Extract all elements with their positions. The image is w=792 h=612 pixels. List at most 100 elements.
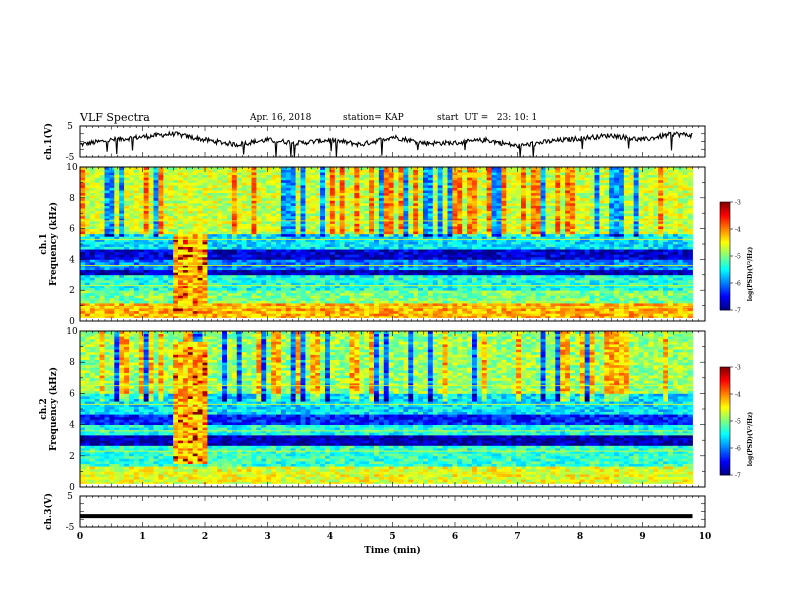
spectrogram-cell [163, 297, 169, 301]
spectrogram-cell [227, 182, 233, 186]
spectrogram-cell [138, 228, 145, 232]
spectrogram-cell [442, 295, 448, 299]
spectrogram-cell [266, 231, 272, 235]
spectrogram-cell [246, 308, 252, 312]
spectrogram-cell [349, 269, 355, 273]
spectrogram-cell [276, 200, 282, 204]
spectrogram-cell [403, 182, 409, 186]
spectrogram-cell [305, 218, 311, 222]
spectrogram-cell [423, 177, 429, 181]
spectrogram-cell [285, 228, 292, 232]
spectrogram-cell [447, 269, 453, 273]
spectrogram-cell [94, 179, 100, 183]
spectrogram-cell [374, 210, 380, 214]
spectrogram-cell [300, 226, 306, 229]
spectrogram-cell [295, 205, 301, 209]
spectrogram-cell [84, 218, 91, 222]
spectrogram-cell [359, 297, 365, 301]
spectrogram-cell [423, 241, 429, 245]
spectrogram-cell [231, 218, 238, 222]
spectrogram-cell [138, 254, 145, 258]
spectrogram-cell [266, 295, 272, 299]
spectrogram-cell [427, 228, 434, 232]
spectrogram-cell [447, 187, 453, 191]
spectrogram-cell [369, 303, 375, 306]
spectrogram-cell [94, 251, 100, 255]
spectrogram-cell [329, 192, 336, 196]
spectrogram-cell [192, 310, 198, 314]
spectrogram-cell [383, 259, 390, 263]
spectrogram-cell [222, 292, 228, 296]
spectrogram-cell [222, 249, 228, 253]
spectrogram-cell [261, 267, 267, 271]
spectrogram-cell [158, 223, 164, 227]
spectrogram-cell [173, 192, 179, 196]
spectrogram-cell [349, 231, 355, 235]
spectrogram-cell [374, 297, 380, 301]
spectrogram-cell [222, 254, 228, 258]
spectrogram-cell [432, 218, 439, 222]
spectrogram-cell [222, 228, 228, 232]
spectrogram-cell [148, 167, 154, 170]
spectrogram-cell [393, 313, 399, 317]
spectrogram-cell [222, 308, 228, 312]
spectrogram-cell [271, 238, 277, 242]
spectrogram-cell [423, 187, 429, 191]
spectrogram-cell [393, 274, 399, 278]
spectrogram-cell [320, 215, 326, 219]
spectrogram-cell [300, 292, 306, 296]
spectrogram-cell [266, 197, 272, 201]
spectrogram-cell [388, 205, 394, 209]
spectrogram-cell [119, 236, 125, 240]
spectrogram-cell [457, 218, 463, 222]
spectrogram-cell [393, 226, 399, 229]
spectrogram-cell [383, 215, 390, 219]
spectrogram-cell [266, 303, 272, 306]
spectrogram-cell [447, 200, 453, 204]
spectrogram-cell [452, 308, 458, 312]
spectrogram-cell [383, 297, 390, 301]
spectrogram-cell [89, 197, 96, 201]
spectrogram-cell [462, 254, 468, 258]
spectrogram-cell [344, 228, 350, 232]
spectrogram-cell [315, 182, 321, 186]
spectrogram-cell [222, 310, 228, 314]
spectrogram-cell [80, 228, 86, 232]
spectrogram-cell [437, 200, 443, 204]
spectrogram-cell [418, 246, 424, 250]
spectrogram-cell [325, 251, 331, 255]
spectrogram-cell [344, 231, 350, 235]
spectrogram-cell [217, 202, 223, 206]
spectrogram-cell [418, 292, 424, 296]
spectrogram-cell [398, 259, 404, 263]
spectrogram-cell [403, 259, 409, 263]
spectrogram-cell [84, 287, 91, 291]
spectrogram-cell [364, 223, 370, 227]
spectrogram-cell [114, 228, 120, 232]
spectrogram-cell [202, 197, 208, 201]
spectrogram-cell [418, 167, 424, 170]
spectrogram-cell [227, 249, 233, 253]
spectrogram-cell [178, 254, 184, 258]
spectrogram-cell [413, 236, 419, 240]
spectrogram-cell [452, 279, 458, 283]
spectrogram-cell [153, 192, 159, 196]
spectrogram-cell [325, 290, 331, 294]
spectrogram-cell [227, 226, 233, 229]
spectrogram-cell [143, 184, 149, 188]
spectrogram-cell [133, 238, 140, 242]
spectrogram-cell [241, 254, 247, 258]
spectrogram-cell [178, 218, 184, 222]
spectrogram-cell [236, 220, 243, 224]
spectrogram-cell [231, 246, 238, 250]
spectrogram-cell [217, 187, 223, 191]
spectrogram-cell [182, 246, 189, 250]
spectrogram-cell [251, 190, 257, 194]
spectrogram-cell [462, 303, 468, 306]
spectrogram-cell [369, 172, 375, 176]
spectrogram-cell [124, 197, 130, 201]
spectrogram-cell [349, 249, 355, 253]
spectrogram-cell [398, 174, 404, 178]
spectrogram-cell [84, 172, 91, 176]
spectrogram-cell [354, 277, 360, 281]
